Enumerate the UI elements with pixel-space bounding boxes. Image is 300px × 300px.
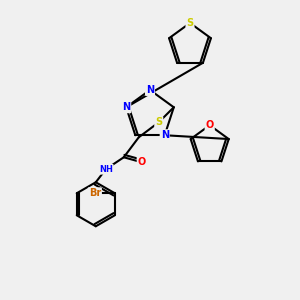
Text: N: N [146, 85, 154, 95]
Text: S: S [155, 117, 162, 127]
Text: N: N [122, 102, 130, 112]
Text: O: O [206, 120, 214, 130]
Text: O: O [138, 157, 146, 167]
Text: Br: Br [89, 188, 101, 198]
Text: NH: NH [99, 165, 113, 174]
Text: S: S [186, 18, 194, 28]
Text: N: N [160, 130, 169, 140]
